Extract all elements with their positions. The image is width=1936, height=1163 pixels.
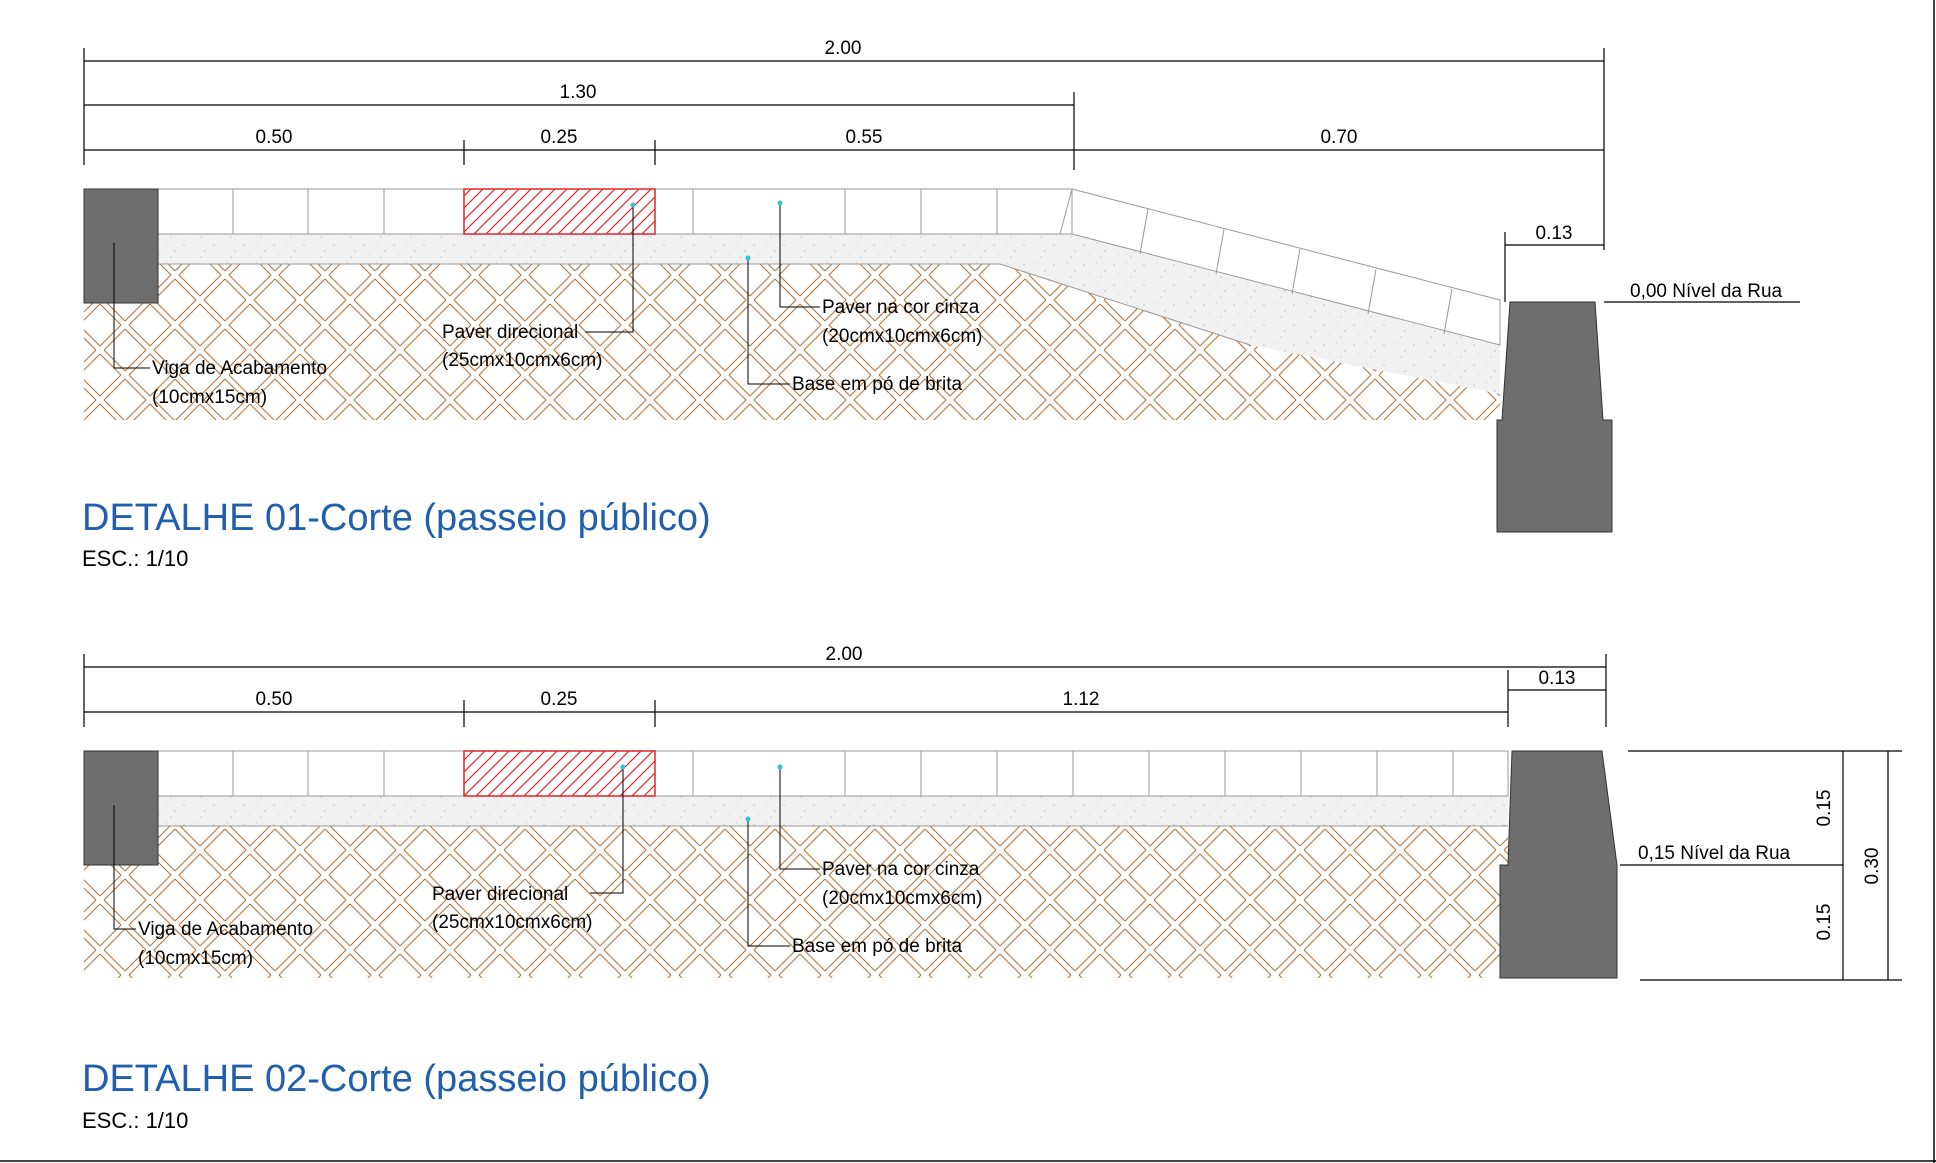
label-viga-size: (10cmx15cm) (152, 387, 267, 408)
dim-d2: 0.25 (541, 127, 578, 148)
dim-total: 2.00 (825, 38, 862, 59)
paver-row (157, 188, 1073, 235)
dim-sub: 1.30 (560, 82, 597, 103)
detail-02: 2.00 0.50 0.25 1.12 0.13 0,15 Nível da R… (82, 644, 1902, 1133)
label-base: Base em pó de brita (792, 374, 962, 395)
dim-height-top: 0.15 (1814, 790, 1835, 827)
dim-curb: 0.13 (1539, 668, 1576, 689)
dim-curb: 0.13 (1536, 223, 1573, 244)
dim-height-bottom: 0.15 (1814, 904, 1835, 941)
dim-d1: 0.50 (256, 127, 293, 148)
dim-d1: 0.50 (256, 689, 293, 710)
label-cinza-size: (20cmx10cmx6cm) (822, 888, 982, 909)
detail-title: DETALHE 02-Corte (passeio público) (82, 1058, 711, 1100)
directional-paver (463, 750, 656, 797)
label-base: Base em pó de brita (792, 936, 962, 957)
curb (1499, 750, 1618, 979)
dim-height-total: 0.30 (1862, 848, 1883, 885)
soil-hatch (84, 826, 1508, 978)
gravel-base (158, 234, 1500, 394)
curb (1496, 301, 1613, 533)
label-direcional: Paver direcional (442, 322, 578, 343)
street-level-label: 0,00 Nível da Rua (1630, 281, 1783, 302)
street-level-label: 0,15 Nível da Rua (1638, 843, 1791, 864)
finishing-beam (83, 188, 159, 304)
gravel-base (158, 796, 1508, 826)
label-viga: Viga de Acabamento (138, 919, 313, 940)
detail-scale: ESC.: 1/10 (82, 546, 188, 571)
leader-lines (113, 767, 820, 947)
dimension-lines (83, 48, 1800, 303)
detail-title: DETALHE 01-Corte (passeio público) (82, 497, 711, 539)
detail-01: 2.00 1.30 0.50 0.25 0.55 0.70 0.13 0,00 … (82, 38, 1800, 571)
dimension-lines (83, 654, 1902, 981)
dim-d2: 0.25 (541, 689, 578, 710)
paver-ramp (1059, 188, 1501, 346)
label-cinza-size: (20cmx10cmx6cm) (822, 326, 982, 347)
label-cinza: Paver na cor cinza (822, 297, 980, 318)
dim-d4: 0.70 (1321, 127, 1358, 148)
directional-paver (463, 188, 656, 235)
label-direcional: Paver direcional (432, 884, 568, 905)
dim-d3: 1.12 (1063, 689, 1100, 710)
label-viga-size: (10cmx15cm) (138, 948, 253, 969)
paver-row (157, 750, 1509, 797)
dim-d3: 0.55 (846, 127, 883, 148)
leader-lines (113, 203, 820, 385)
label-cinza: Paver na cor cinza (822, 859, 980, 880)
dim-total: 2.00 (826, 644, 863, 665)
finishing-beam (83, 750, 159, 866)
label-viga: Viga de Acabamento (152, 358, 327, 379)
label-direcional-size: (25cmx10cmx6cm) (432, 912, 592, 933)
detail-scale: ESC.: 1/10 (82, 1108, 188, 1133)
label-direcional-size: (25cmx10cmx6cm) (442, 350, 602, 371)
soil-hatch (84, 262, 1500, 420)
